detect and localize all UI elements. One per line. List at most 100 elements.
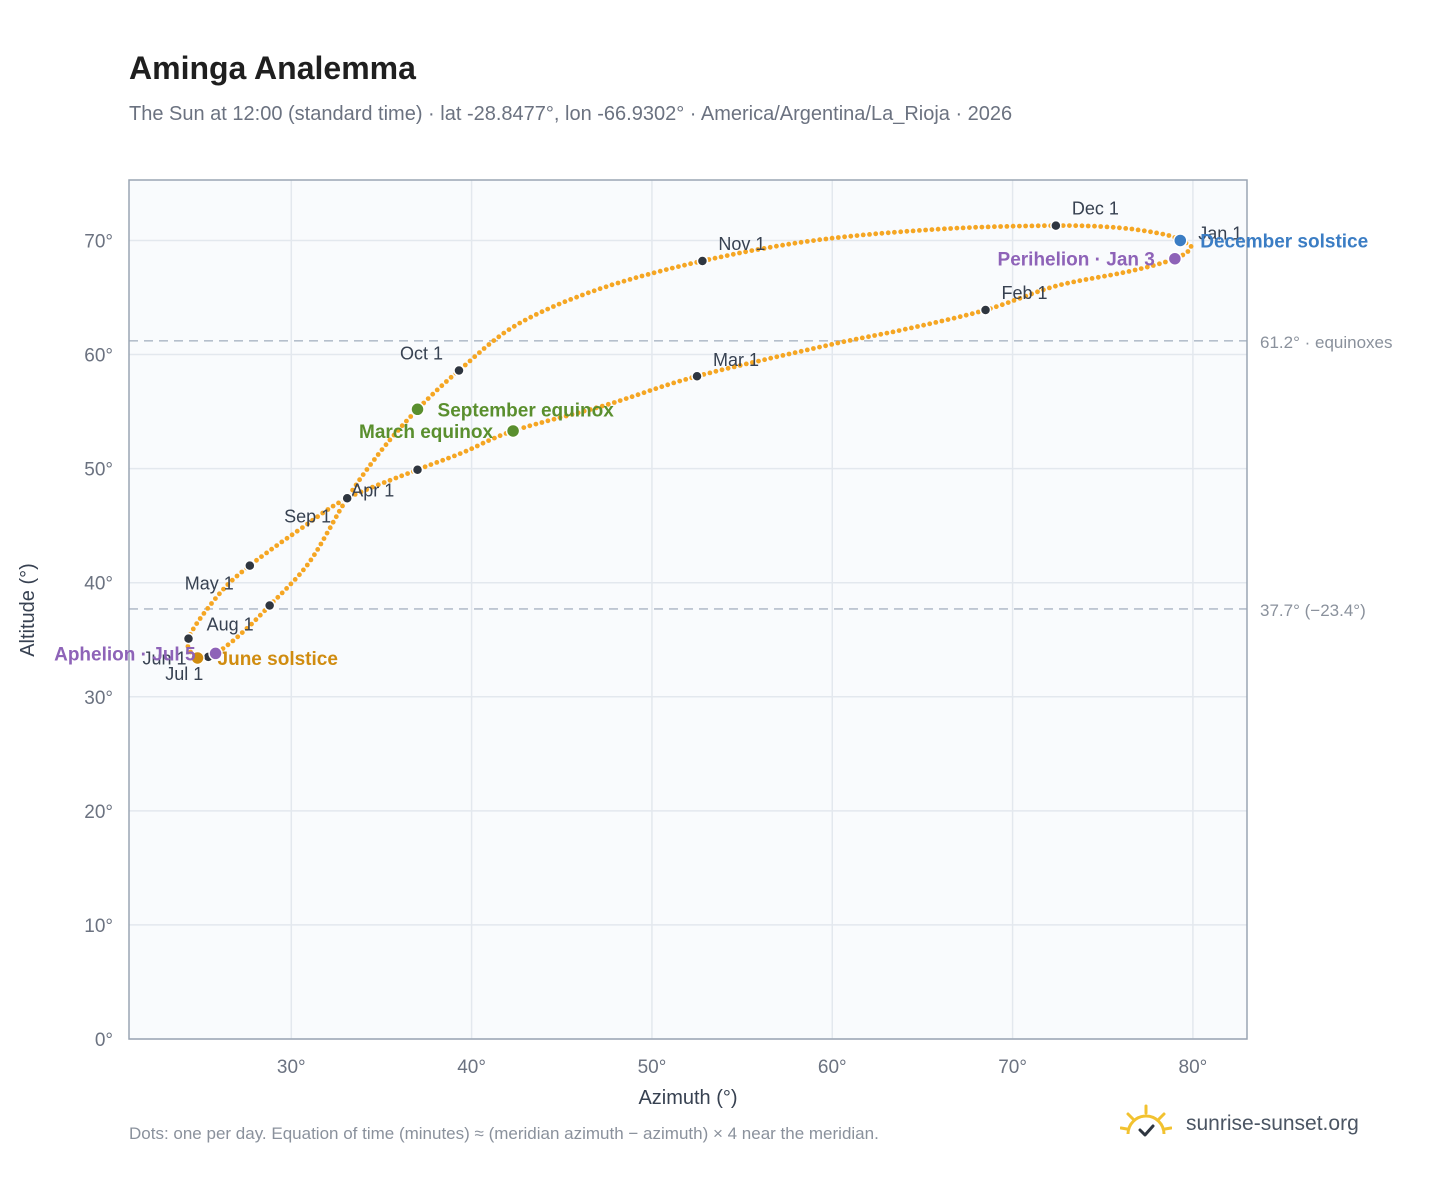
event-label: Perihelion · Jan 3	[998, 250, 1155, 271]
day-dot	[780, 242, 785, 248]
day-dot	[491, 338, 497, 343]
day-dot	[275, 594, 281, 600]
day-dot	[1035, 223, 1041, 229]
day-dot	[1053, 283, 1058, 289]
day-dot	[545, 418, 551, 424]
day-dot	[405, 471, 410, 476]
day-dot	[336, 508, 342, 514]
day-dot	[197, 616, 203, 621]
day-dot	[1160, 231, 1166, 237]
day-dot	[1011, 298, 1017, 303]
day-dot	[257, 612, 263, 618]
day-dot	[1047, 285, 1052, 291]
day-dot	[645, 272, 651, 277]
brand[interactable]: sunrise-sunset.org	[1120, 1102, 1359, 1146]
day-dot	[896, 328, 902, 333]
day-dot	[707, 370, 713, 376]
day-dot	[308, 557, 314, 563]
day-dot	[370, 484, 375, 490]
day-dot	[318, 541, 324, 547]
day-dot	[1041, 287, 1046, 293]
day-dot	[254, 557, 259, 563]
day-dot	[225, 642, 231, 648]
day-dot	[688, 261, 693, 267]
day-dot	[580, 292, 585, 298]
day-dot	[205, 606, 211, 611]
month-label: Nov 1	[718, 234, 765, 254]
day-dot	[305, 521, 310, 527]
day-dot	[393, 475, 399, 481]
day-dot	[676, 264, 681, 269]
day-dot	[1185, 249, 1191, 254]
day-dot	[190, 626, 196, 632]
month-marker	[411, 464, 424, 476]
day-dot	[448, 374, 454, 380]
day-dot	[201, 611, 207, 616]
day-dot	[1004, 224, 1010, 229]
day-dot	[835, 340, 841, 346]
day-dot	[853, 336, 859, 342]
day-dot	[963, 312, 969, 318]
day-dot	[327, 525, 333, 531]
day-dot	[653, 386, 659, 392]
month-label: Mar 1	[713, 350, 759, 370]
day-dot	[957, 314, 963, 320]
day-dot	[969, 311, 975, 317]
day-dot	[1166, 233, 1172, 238]
day-dot	[603, 284, 609, 290]
day-dot	[521, 425, 527, 430]
day-dot	[1144, 264, 1150, 270]
event-marker	[505, 423, 521, 439]
day-dot	[872, 333, 877, 338]
day-dot	[569, 412, 575, 417]
day-dot	[480, 440, 486, 446]
day-dot	[892, 229, 897, 235]
day-dot	[798, 239, 804, 245]
month-label: Jan 1	[1198, 223, 1242, 243]
day-dot	[353, 482, 359, 488]
day-dot	[325, 507, 331, 512]
day-dot	[289, 532, 295, 538]
x-tick-label: 50°	[638, 1057, 667, 1078]
analemma-curve	[185, 223, 1194, 662]
day-dot	[358, 489, 364, 495]
day-dot	[297, 572, 302, 578]
month-marker	[341, 492, 353, 505]
month-marker	[979, 304, 992, 316]
plot-frame	[128, 179, 1248, 1040]
month-label: May 1	[185, 574, 234, 594]
day-dot	[457, 451, 463, 456]
event-marker	[208, 646, 223, 661]
day-dot	[440, 457, 446, 463]
day-dot	[1017, 295, 1023, 301]
reference-line-label: 61.2° · equinoxes	[1260, 333, 1393, 352]
day-dot	[321, 536, 327, 541]
day-dot	[942, 226, 947, 232]
day-dot	[188, 649, 193, 655]
day-dot	[992, 224, 997, 230]
day-dot	[768, 355, 774, 361]
day-dot	[1095, 274, 1101, 280]
day-dot	[761, 246, 767, 251]
day-dot	[890, 329, 896, 335]
day-dot	[315, 547, 321, 552]
day-dot	[492, 435, 497, 441]
day-dot	[755, 247, 761, 252]
day-dot	[1135, 227, 1141, 233]
month-label: Aug 1	[207, 615, 254, 635]
event-markers: December solstice Perihelion · Jan 3 Septe…	[54, 231, 1368, 670]
day-dot	[657, 268, 663, 274]
month-marker	[244, 559, 256, 572]
day-dot	[477, 350, 482, 355]
day-dot	[539, 309, 545, 315]
day-dot	[1163, 259, 1168, 265]
day-dot	[527, 423, 533, 429]
day-dot	[804, 239, 810, 244]
day-dot	[848, 233, 854, 239]
day-dot	[253, 617, 259, 623]
day-dot	[623, 396, 629, 401]
day-dot	[866, 334, 871, 340]
day-dot	[1005, 300, 1011, 305]
day-dot	[609, 282, 615, 288]
day-dot	[301, 567, 306, 573]
